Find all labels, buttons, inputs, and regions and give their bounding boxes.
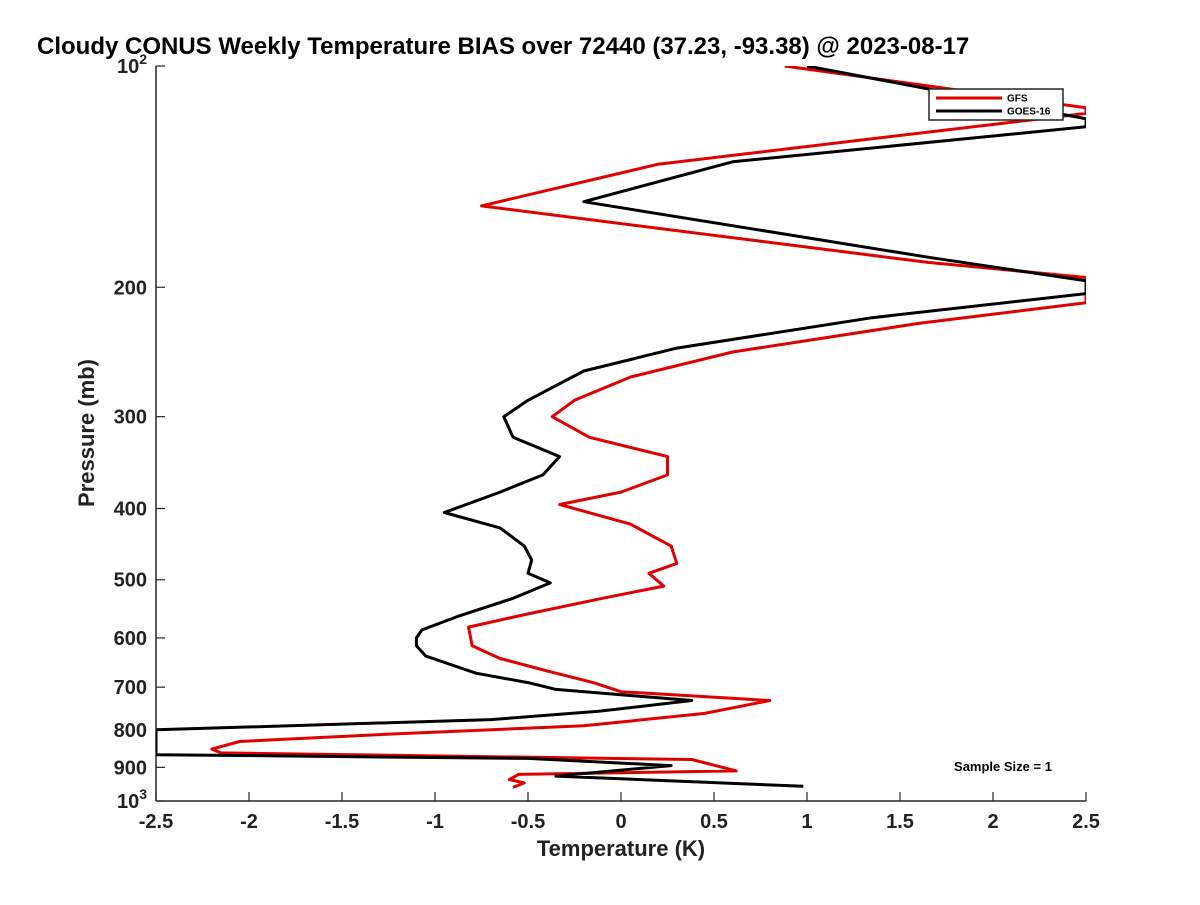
y-tick-label: 300 [114,407,147,429]
x-tick-label: -1 [426,811,444,833]
x-tick-label: 1 [801,811,812,833]
tick-labels: -2.5 -2 -1.5 -1 -0.5 0 0.5 1 1.5 2 2.5 102 200 300 400… [114,51,1100,833]
x-axis-label: Temperature (K) [537,836,705,861]
x-tick-label: -0.5 [511,811,545,833]
y-tick-label: 400 [114,499,147,521]
y-tick-label: 600 [114,628,147,650]
legend: GFS GOES-16 [928,88,1064,121]
x-tick-label: -2 [240,811,258,833]
y-tick-label: 102 [117,51,147,78]
series-line-gfs [210,66,1086,789]
x-tick-label: -2.5 [139,811,173,833]
legend-label: GFS [1007,94,1028,105]
x-tick-label: 0.5 [700,811,728,833]
y-tick-label: 500 [114,570,147,592]
y-tick-label: 800 [114,720,147,742]
series-lines [156,66,1086,789]
x-tick-label: 2.5 [1072,811,1100,833]
y-tick-label: 200 [114,277,147,299]
legend-label: GOES-16 [1007,107,1051,118]
legend-box [928,88,1064,121]
series-line-goes-16 [156,66,1086,788]
y-tick-label: 900 [114,757,147,779]
y-tick-label: 700 [114,677,147,699]
x-tick-label: 0 [615,811,626,833]
chart-title: Cloudy CONUS Weekly Temperature BIAS ove… [37,33,969,60]
x-tick-label: 1.5 [886,811,914,833]
sample-size-annotation: Sample Size = 1 [954,759,1052,774]
x-tick-label: 2 [987,811,998,833]
y-axis-label: Pressure (mb) [74,359,99,507]
x-tick-label: -1.5 [325,811,359,833]
y-tick-label: 103 [117,786,147,813]
axes [155,65,1087,802]
